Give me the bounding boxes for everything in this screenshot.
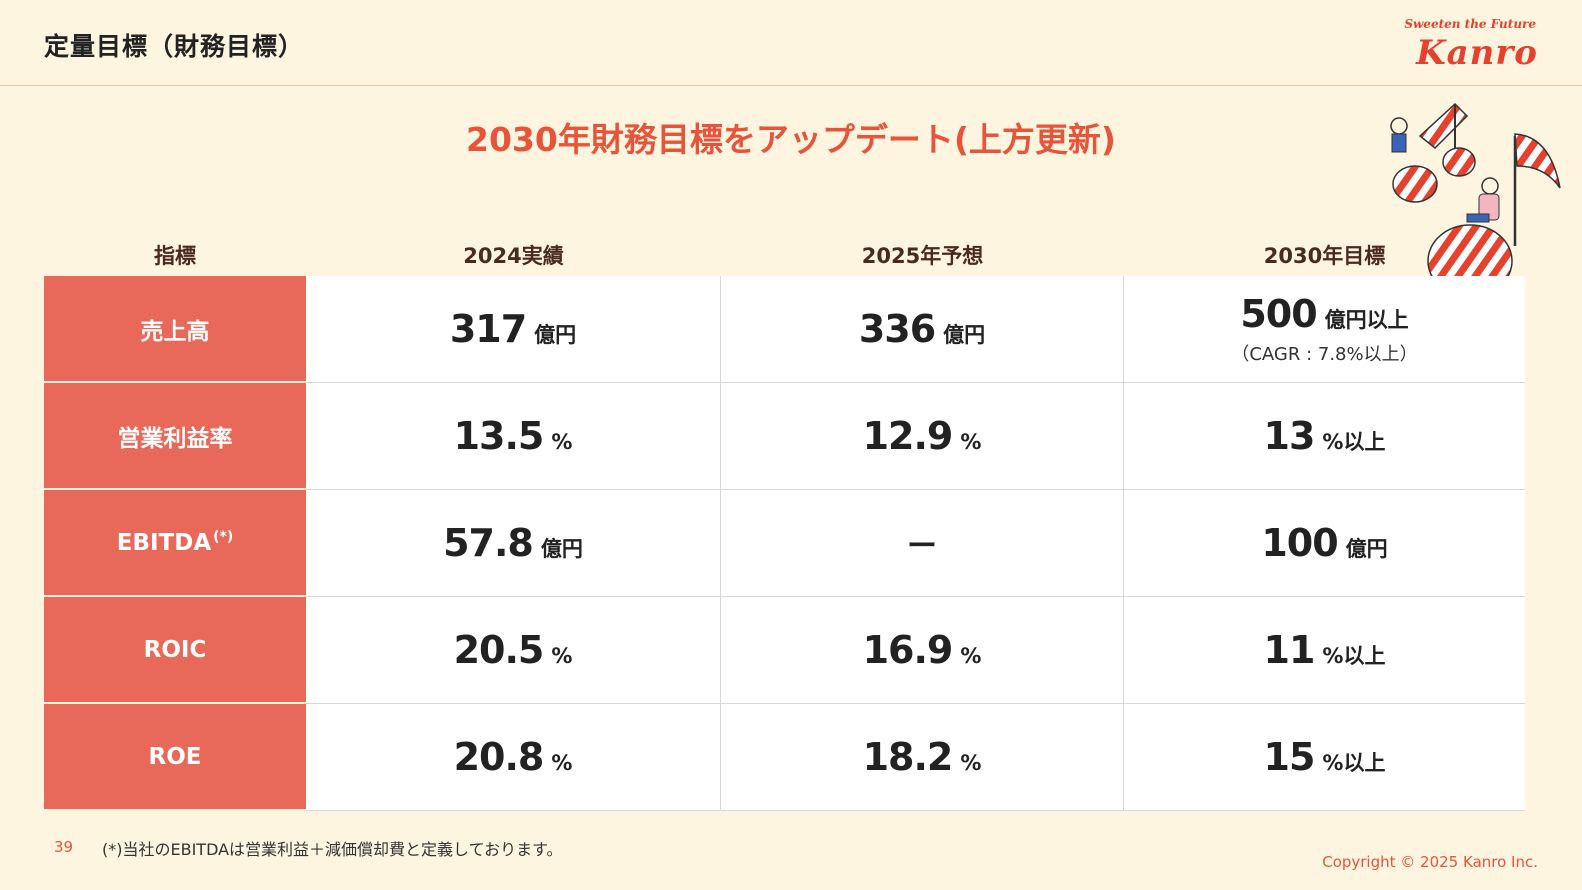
kanro-logo: Kanro (1416, 33, 1538, 73)
row-label-text: EBITDA (116, 529, 212, 556)
table-row: 売上高 317 億円 336 億円 500 億円以上 （CAGR : 7.8%以上） (44, 276, 1539, 383)
table-cell: 16.9% (721, 597, 1124, 704)
row-label-text: ROIC (143, 636, 207, 663)
cagr-note: （CAGR : 7.8%以上） (1231, 344, 1418, 365)
table-cell: 317 億円 (306, 276, 721, 383)
cell-value: 16.9 (862, 628, 954, 672)
footnote-marker: (*) (213, 528, 234, 545)
row-label: 売上高 (44, 276, 306, 383)
page-number: 39 (54, 838, 74, 856)
table-cell: 500 億円以上 （CAGR : 7.8%以上） (1124, 276, 1525, 383)
table-cell: 11 %以上 (1124, 597, 1525, 704)
column-header-indicator: 指標 (154, 244, 196, 268)
row-label: ROIC (44, 597, 306, 704)
cell-unit: 億円 (1345, 537, 1388, 561)
table-cell: 336 億円 (721, 276, 1124, 383)
cell-value: 500 (1240, 292, 1317, 336)
cell-unit: %以上 (1322, 644, 1386, 668)
cell-value: 20.5 (453, 628, 545, 672)
table-cell: 18.2% (721, 704, 1124, 811)
cell-unit: % (960, 751, 982, 775)
footnote: (*)当社のEBITDAは営業利益＋減価償却費と定義しております。 (102, 840, 563, 859)
table-cell: 13 %以上 (1124, 383, 1525, 490)
cell-unit: 億円以上 (1324, 308, 1409, 332)
cell-value: 12.9 (862, 414, 954, 458)
table-cell: 100 億円 (1124, 490, 1525, 597)
row-label: EBITDA (*) (44, 490, 306, 597)
table-header: 指標 2024実績 2025年予想 2030年目標 (44, 230, 1539, 276)
page-title: 定量目標（財務目標） (44, 32, 305, 61)
column-header-2024: 2024実績 (463, 244, 564, 268)
cell-value: 317 (449, 307, 527, 351)
cell-value: 336 (858, 307, 936, 351)
cell-value: ー (907, 529, 937, 564)
table-row: EBITDA (*) 57.8 億円 ー 100 億円 (44, 490, 1539, 597)
cell-value: 13.5 (453, 414, 545, 458)
cell-value: 100 (1261, 521, 1338, 565)
copyright: Copyright © 2025 Kanro Inc. (1322, 853, 1538, 871)
cell-unit: %以上 (1322, 751, 1386, 775)
table-cell: 20.8% (306, 704, 721, 811)
cell-value: 11 (1263, 628, 1316, 672)
table-row: ROE 20.8% 18.2% 15 %以上 (44, 704, 1539, 811)
column-header-2025: 2025年予想 (861, 244, 984, 268)
cell-unit: % (551, 430, 573, 454)
table-cell: 12.9% (721, 383, 1124, 490)
table-cell: ー (721, 490, 1124, 597)
table-cell: 15 %以上 (1124, 704, 1525, 811)
table-body: 売上高 317 億円 336 億円 500 億円以上 （CAGR : 7.8%以上） … (44, 276, 1539, 811)
table-cell: 13.5% (306, 383, 721, 490)
cell-unit: 億円 (534, 323, 577, 347)
cell-unit: % (960, 644, 982, 668)
cell-unit: % (551, 751, 573, 775)
cell-unit: % (551, 644, 573, 668)
logo-tagline: Sweeten the Future (1404, 17, 1536, 31)
cell-value: 15 (1263, 735, 1316, 779)
row-label: ROE (44, 704, 306, 811)
row-label-text: ROE (148, 743, 202, 770)
row-label: 営業利益率 (44, 383, 306, 490)
cell-unit: 億円 (943, 323, 986, 347)
financial-targets-table: 指標 2024実績 2025年予想 2030年目標 売上高 317 億円 336 億… (44, 230, 1539, 811)
cell-value: 18.2 (862, 735, 954, 779)
cell-value: 20.8 (453, 735, 545, 779)
cell-value: 13 (1263, 414, 1316, 458)
cell-unit: % (960, 430, 982, 454)
table-row: ROIC 20.5% 16.9% 11 %以上 (44, 597, 1539, 704)
table-cell: 57.8 億円 (306, 490, 721, 597)
headline: 2030年財務目標をアップデート(上方更新) (465, 120, 1116, 159)
cell-value: 57.8 (443, 521, 534, 565)
cell-unit: 億円 (540, 537, 583, 561)
row-label-text: 売上高 (140, 318, 210, 345)
table-cell: 20.5% (306, 597, 721, 704)
slide-header: 定量目標（財務目標） Sweeten the Future Kanro (0, 0, 1582, 86)
cell-unit: %以上 (1322, 430, 1386, 454)
row-label-text: 営業利益率 (117, 425, 233, 452)
column-header-2030: 2030年目標 (1263, 244, 1386, 268)
table-row: 営業利益率 13.5% 12.9% 13 %以上 (44, 383, 1539, 490)
